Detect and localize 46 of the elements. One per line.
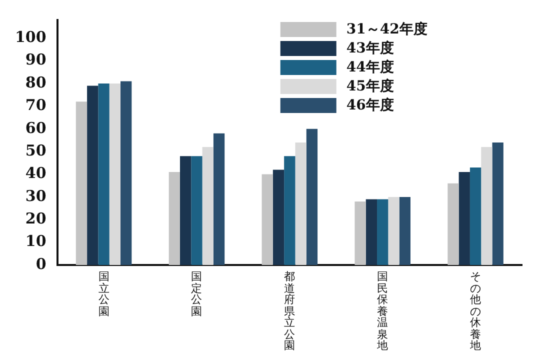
bar xyxy=(191,156,202,265)
bar xyxy=(98,84,110,265)
bar xyxy=(284,156,296,265)
bar xyxy=(295,142,306,265)
y-tick-label: 70 xyxy=(25,96,46,114)
bar xyxy=(306,128,318,265)
bar xyxy=(272,170,284,265)
y-tick-label: 0 xyxy=(36,254,46,273)
y-tick-label: 90 xyxy=(25,50,46,69)
bar xyxy=(262,174,273,265)
legend-label: 43年度 xyxy=(346,40,394,57)
bar xyxy=(120,81,132,265)
y-tick-label: 60 xyxy=(25,118,46,137)
x-tick-label: 国定公園 xyxy=(191,270,202,318)
bar xyxy=(366,199,378,265)
y-tick-label: 20 xyxy=(25,210,46,228)
bar xyxy=(87,86,98,265)
legend-label: 44年度 xyxy=(346,58,394,76)
bar xyxy=(481,147,492,265)
bar xyxy=(492,142,504,265)
legend-label: 46年度 xyxy=(346,96,394,114)
bar xyxy=(458,172,470,265)
bar xyxy=(76,102,88,265)
y-tick-label: 100 xyxy=(15,28,46,46)
bar xyxy=(213,133,225,265)
y-tick-label: 10 xyxy=(25,232,46,250)
bar xyxy=(354,201,366,265)
bar xyxy=(470,167,482,265)
bar xyxy=(109,84,121,265)
x-tick-label: 国立公園 xyxy=(98,270,110,318)
x-tick-label: 都道府県立公園 xyxy=(284,270,296,352)
y-tick-label: 40 xyxy=(25,164,46,182)
bar xyxy=(377,199,388,265)
bar xyxy=(168,172,180,265)
y-tick-label: 30 xyxy=(25,186,46,205)
y-tick-label: 50 xyxy=(25,141,46,160)
legend-label: 45年度 xyxy=(346,78,394,95)
bar xyxy=(180,156,192,265)
x-tick-label: 国民保養温泉地 xyxy=(377,270,388,352)
bar xyxy=(448,183,459,265)
legend-label: 31～42年度 xyxy=(346,20,428,38)
bar xyxy=(202,147,214,265)
x-tick-label: その他の休養地 xyxy=(470,270,482,352)
bar xyxy=(399,196,410,265)
bar xyxy=(388,196,400,265)
y-tick-label: 80 xyxy=(25,73,46,92)
